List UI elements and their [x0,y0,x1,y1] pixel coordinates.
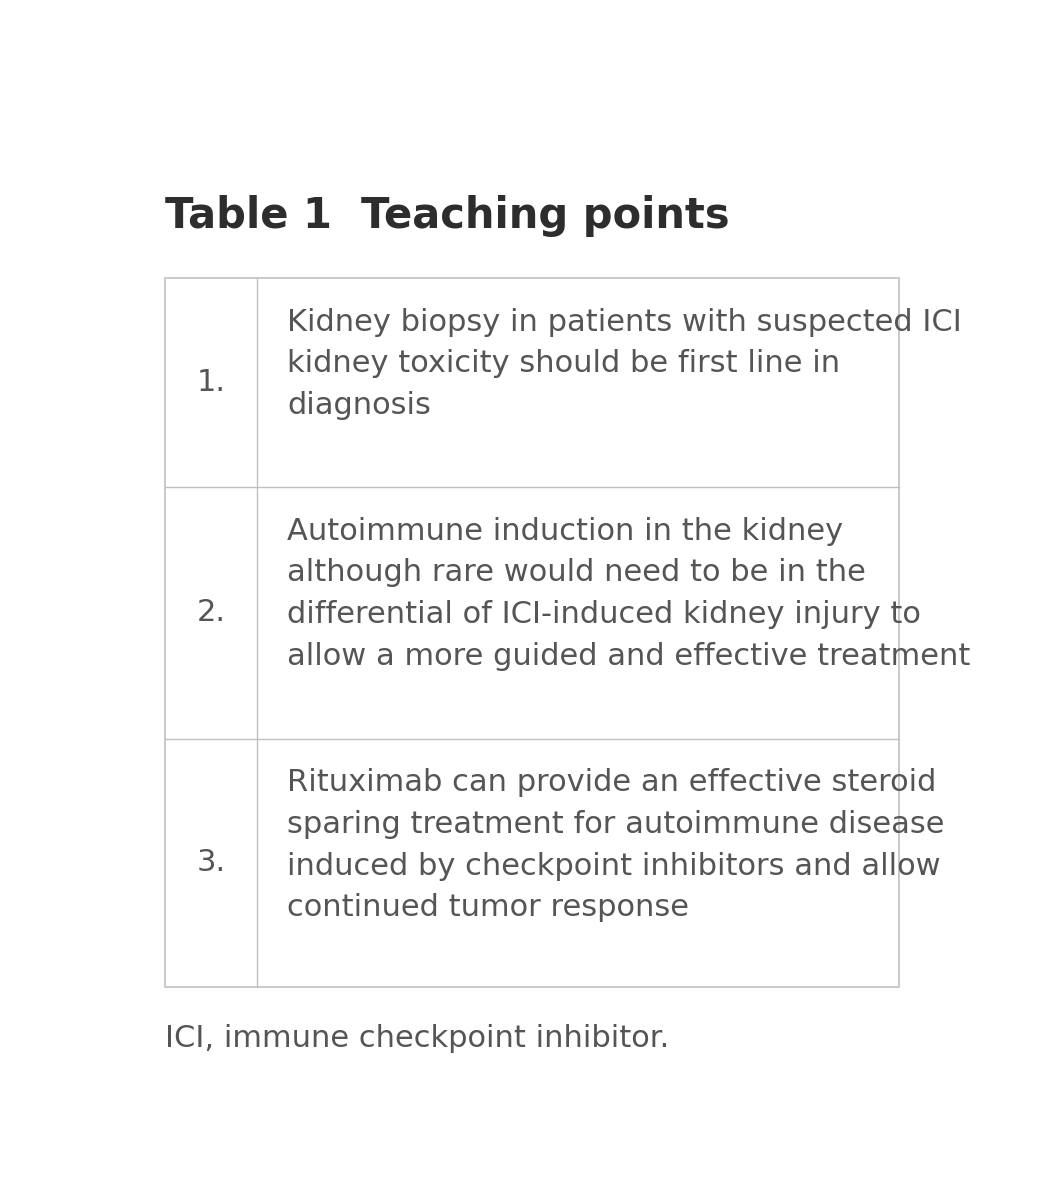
Text: ICI, immune checkpoint inhibitor.: ICI, immune checkpoint inhibitor. [165,1024,670,1052]
Text: 3.: 3. [196,848,225,877]
Bar [165,278,899,986]
Text: 2.: 2. [196,599,225,628]
Text: 1.: 1. [196,368,225,397]
Text: Autoimmune induction in the kidney
although rare would need to be in the
differe: Autoimmune induction in the kidney altho… [288,517,971,671]
Text: Rituximab can provide an effective steroid
sparing treatment for autoimmune dise: Rituximab can provide an effective stero… [288,768,945,922]
Text: Kidney biopsy in patients with suspected ICI
kidney toxicity should be first lin: Kidney biopsy in patients with suspected… [288,307,962,420]
Text: Table 1  Teaching points: Table 1 Teaching points [165,194,730,236]
